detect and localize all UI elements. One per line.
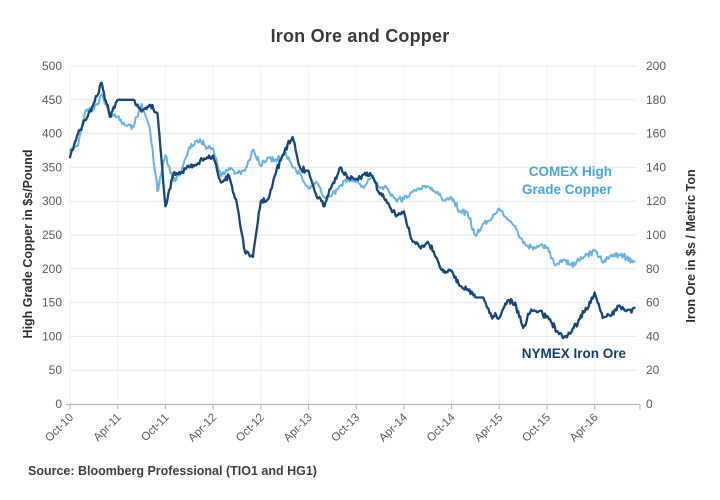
x-tick-label: Apr-13 <box>282 412 315 445</box>
y-tick-label-right: 200 <box>646 59 666 73</box>
y-tick-label-right: 40 <box>646 329 660 343</box>
y-tick-label-left: 200 <box>42 262 62 276</box>
x-tick-label: Oct-10 <box>43 412 76 445</box>
y-tick-label-right: 60 <box>646 296 660 310</box>
series-label-iron: NYMEX Iron Ore <box>521 346 626 361</box>
y-tick-label-right: 120 <box>646 194 666 208</box>
y-tick-label-right: 160 <box>646 127 666 141</box>
y-tick-label-right: 100 <box>646 228 666 242</box>
x-tick-label: Oct-14 <box>425 411 458 444</box>
x-tick-label: Oct-13 <box>329 412 362 445</box>
x-tick-label: Apr-11 <box>92 412 124 444</box>
y-tick-label-left: 50 <box>49 363 63 377</box>
y-tick-label-left: 400 <box>42 127 62 141</box>
x-tick-label: Apr-16 <box>568 412 601 445</box>
source-note: Source: Bloomberg Professional (TIO1 and… <box>28 464 317 478</box>
y-tick-label-right: 140 <box>646 160 666 174</box>
y-tick-label-right: 20 <box>646 363 660 377</box>
series-path-copper <box>69 93 636 268</box>
series-path-iron-ore <box>68 81 636 340</box>
x-tick-label: Apr-15 <box>473 412 506 445</box>
y-tick-label-left: 500 <box>42 59 62 73</box>
y-tick-label-left: 250 <box>42 228 62 242</box>
y-tick-label-left: 350 <box>42 160 62 174</box>
chart-title: Iron Ore and Copper <box>270 26 450 46</box>
y-tick-label-left: 450 <box>42 93 62 107</box>
y-tick-label-right: 0 <box>646 397 653 411</box>
y-tick-label-right: 80 <box>646 262 660 276</box>
x-tick-label: Apr-14 <box>377 411 410 444</box>
x-tick-label: Oct-11 <box>139 412 171 444</box>
y-tick-label-right: 180 <box>646 93 666 107</box>
y-tick-label-left: 100 <box>42 329 62 343</box>
x-tick-label: Apr-12 <box>186 412 219 445</box>
x-tick-label: Oct-15 <box>520 412 553 445</box>
y-tick-label-left: 0 <box>55 397 62 411</box>
y-tick-label-left: 150 <box>42 296 62 310</box>
y-tick-label-left: 300 <box>42 194 62 208</box>
series-label-copper: COMEX High Grade Copper <box>521 164 612 197</box>
x-tick-label: Oct-12 <box>234 412 267 445</box>
